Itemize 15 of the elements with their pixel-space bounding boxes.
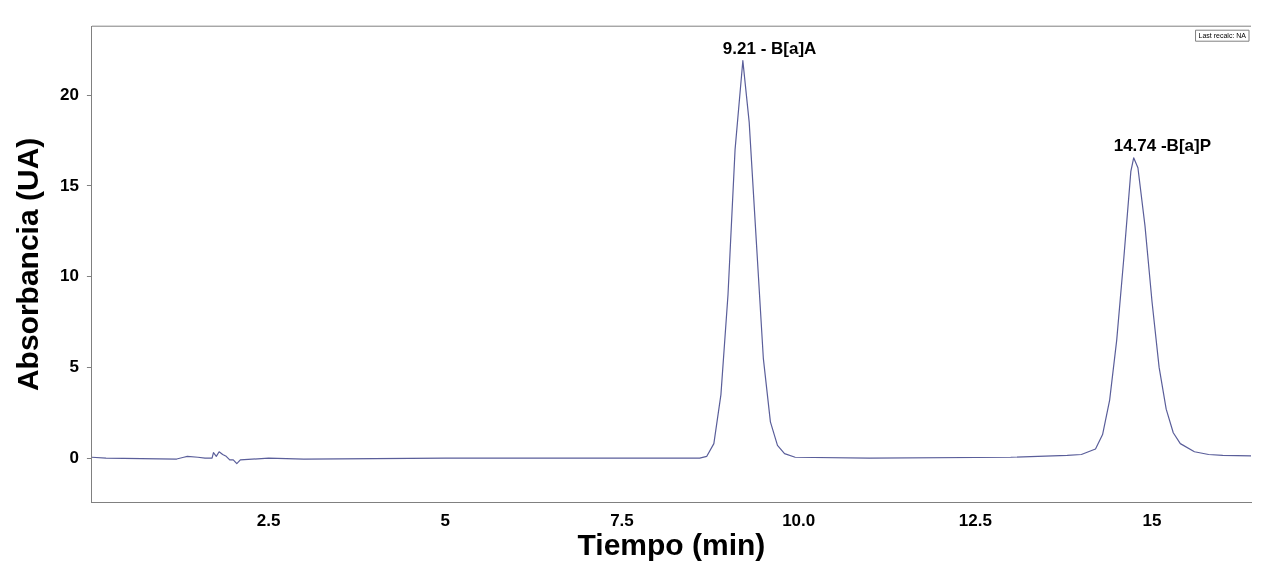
y-axis-title: Absorbancia (UA) (11, 137, 45, 392)
x-axis-title: Tiempo (min) (577, 528, 766, 562)
y-tick-label: 5 (69, 357, 79, 377)
x-tick-label: 15 (1142, 511, 1162, 531)
y-tick-label: 15 (59, 175, 79, 195)
y-tick-label: 0 (69, 447, 79, 467)
x-tick-label: 5 (440, 511, 451, 531)
x-tick-label: 2.5 (256, 511, 281, 531)
annotation: 9.21 - B[a]A (722, 38, 817, 58)
y-tick-label: 10 (59, 266, 79, 286)
x-tick-label: 12.5 (958, 511, 992, 531)
annotation: 14.74 -B[a]P (1113, 135, 1211, 155)
y-tick-label: 20 (59, 84, 79, 104)
x-tick-label: 7.5 (610, 511, 634, 531)
x-tick-label: 10.0 (782, 511, 816, 531)
